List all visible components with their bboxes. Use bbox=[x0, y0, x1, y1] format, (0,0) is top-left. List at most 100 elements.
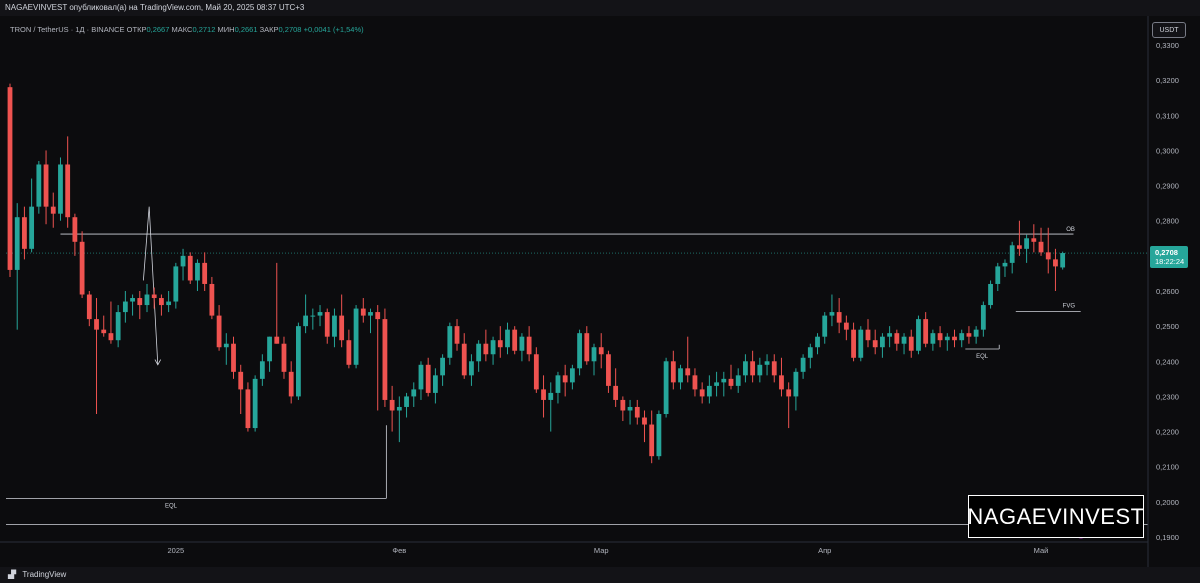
candle[interactable] bbox=[86, 291, 92, 327]
candle[interactable] bbox=[65, 136, 71, 228]
candle[interactable] bbox=[743, 354, 748, 383]
candle[interactable] bbox=[303, 294, 309, 334]
candle[interactable] bbox=[923, 312, 929, 348]
candle[interactable] bbox=[483, 329, 489, 362]
candle[interactable] bbox=[1038, 227, 1044, 256]
candle[interactable] bbox=[1031, 224, 1037, 253]
candle[interactable] bbox=[497, 326, 503, 358]
candle[interactable] bbox=[382, 308, 388, 407]
candle[interactable] bbox=[541, 375, 546, 418]
candle[interactable] bbox=[130, 294, 135, 316]
candle[interactable] bbox=[980, 301, 986, 337]
candle[interactable] bbox=[649, 410, 655, 464]
candle[interactable] bbox=[296, 322, 301, 400]
candle[interactable] bbox=[533, 347, 539, 393]
candle[interactable] bbox=[505, 322, 510, 355]
candle[interactable] bbox=[375, 305, 381, 411]
candle[interactable] bbox=[1009, 241, 1015, 274]
candle[interactable] bbox=[115, 305, 121, 348]
candle[interactable] bbox=[786, 382, 792, 429]
candle[interactable] bbox=[252, 375, 258, 432]
candle[interactable] bbox=[916, 315, 921, 355]
candle[interactable] bbox=[332, 308, 337, 348]
candle[interactable] bbox=[526, 326, 532, 362]
candle[interactable] bbox=[432, 368, 438, 404]
candle[interactable] bbox=[223, 333, 229, 365]
candle[interactable] bbox=[973, 326, 979, 344]
candle[interactable] bbox=[793, 368, 799, 411]
candle[interactable] bbox=[613, 368, 619, 407]
candle[interactable] bbox=[959, 329, 965, 348]
candle[interactable] bbox=[14, 203, 20, 330]
candle[interactable] bbox=[598, 333, 604, 369]
candle[interactable] bbox=[663, 357, 669, 418]
candle[interactable] bbox=[670, 350, 676, 390]
candle[interactable] bbox=[836, 298, 842, 334]
candle[interactable] bbox=[404, 392, 409, 418]
drawn-arrow-path[interactable] bbox=[142, 206, 159, 365]
candle[interactable] bbox=[454, 319, 460, 351]
candle[interactable] bbox=[159, 294, 164, 316]
candle[interactable] bbox=[476, 340, 482, 372]
candle[interactable] bbox=[620, 396, 626, 422]
candle[interactable] bbox=[72, 213, 78, 256]
candle[interactable] bbox=[58, 157, 63, 221]
candle[interactable] bbox=[425, 357, 431, 397]
candle[interactable] bbox=[7, 83, 13, 277]
candle[interactable] bbox=[692, 368, 698, 397]
candle[interactable] bbox=[50, 192, 56, 228]
candle[interactable] bbox=[901, 333, 907, 355]
candle[interactable] bbox=[173, 262, 179, 309]
candle[interactable] bbox=[396, 396, 402, 443]
candle[interactable] bbox=[851, 322, 856, 362]
candle[interactable] bbox=[1060, 251, 1066, 270]
candle[interactable] bbox=[29, 178, 35, 253]
candle[interactable] bbox=[584, 326, 590, 365]
candle[interactable] bbox=[43, 150, 49, 225]
candle[interactable] bbox=[418, 361, 424, 400]
candle[interactable] bbox=[317, 305, 323, 327]
candle[interactable] bbox=[829, 294, 835, 327]
candle[interactable] bbox=[166, 291, 172, 313]
candle[interactable] bbox=[822, 312, 828, 344]
candle[interactable] bbox=[606, 350, 611, 393]
candle[interactable] bbox=[389, 385, 395, 432]
candle[interactable] bbox=[569, 364, 575, 390]
candle[interactable] bbox=[930, 329, 936, 351]
candle[interactable] bbox=[627, 399, 633, 425]
candle[interactable] bbox=[937, 326, 943, 348]
candle[interactable] bbox=[966, 326, 972, 344]
candle[interactable] bbox=[144, 283, 150, 313]
candle[interactable] bbox=[274, 262, 280, 344]
candle[interactable] bbox=[259, 354, 265, 386]
candle[interactable] bbox=[1045, 227, 1051, 274]
candle[interactable] bbox=[591, 343, 597, 376]
candle[interactable] bbox=[750, 350, 756, 383]
currency-button[interactable]: USDT bbox=[1152, 22, 1186, 38]
candle[interactable] bbox=[490, 336, 496, 365]
candle[interactable] bbox=[245, 382, 251, 432]
candle[interactable] bbox=[231, 336, 236, 379]
candle[interactable] bbox=[339, 294, 345, 348]
candle[interactable] bbox=[281, 336, 287, 379]
candle[interactable] bbox=[267, 336, 272, 372]
candle[interactable] bbox=[728, 364, 734, 390]
candle[interactable] bbox=[36, 160, 42, 214]
candle[interactable] bbox=[562, 364, 568, 397]
candle[interactable] bbox=[995, 262, 1001, 291]
candle[interactable] bbox=[656, 410, 662, 460]
candle[interactable] bbox=[1002, 259, 1008, 277]
candle[interactable] bbox=[411, 382, 417, 407]
candle[interactable] bbox=[634, 399, 640, 425]
candle[interactable] bbox=[519, 333, 525, 362]
candle[interactable] bbox=[288, 361, 294, 404]
candlestick-chart[interactable]: OB FVG EQL EQL 0,3300 0,3200 0,3100 0,3000 0,29… bbox=[0, 0, 1200, 567]
candle[interactable] bbox=[577, 329, 582, 376]
candle[interactable] bbox=[872, 329, 878, 355]
candle[interactable] bbox=[238, 364, 244, 414]
candle[interactable] bbox=[187, 252, 193, 284]
candle[interactable] bbox=[865, 319, 871, 348]
candle[interactable] bbox=[469, 354, 474, 386]
candle[interactable] bbox=[685, 336, 691, 383]
candle[interactable] bbox=[151, 287, 157, 309]
